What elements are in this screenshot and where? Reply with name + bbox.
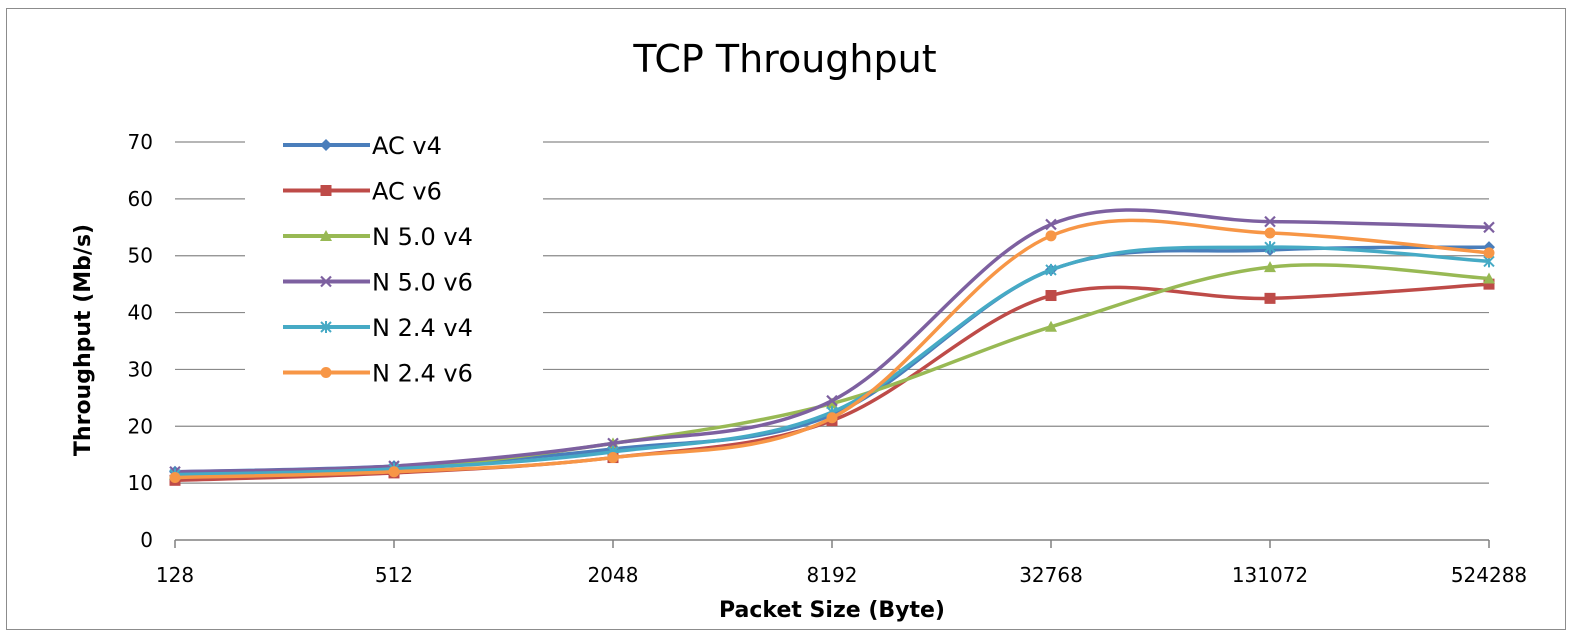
y-tick-label: 20 [128,414,153,438]
y-tick-label: 50 [128,244,153,268]
legend-label: N 5.0 v6 [372,269,473,297]
x-tick-labels: 128 512 2048 8192 32768 131072 524288 [156,540,1527,587]
y-tick-label: 40 [128,301,153,325]
legend-label: AC v6 [372,178,442,206]
data-point [1264,215,1276,228]
legend-marker [320,185,332,196]
data-point [1264,261,1276,273]
data-point [1483,272,1495,284]
y-tick-label: 10 [128,471,153,495]
data-point [826,412,838,424]
data-point [1483,221,1495,234]
legend-background [245,120,543,386]
legend-label: N 2.4 v6 [372,360,473,388]
legend-marker [320,230,332,241]
data-point [1264,292,1276,304]
y-tick-label: 30 [128,357,153,381]
x-tick-label: 512 [375,563,413,587]
legend-label: N 5.0 v4 [372,223,473,251]
legend-item: N 2.4 v4 [283,314,473,342]
legend-marker [320,321,332,333]
data-point [607,452,619,464]
x-axis-label: Packet Size (Byte) [719,598,945,623]
series-group [169,208,1495,486]
x-tick-label: 524288 [1451,563,1527,587]
data-point [1045,218,1057,231]
data-point [1045,290,1057,302]
legend-marker [320,367,332,378]
legend-item: N 2.4 v6 [283,360,473,388]
data-point [1483,278,1495,290]
legend-marker [320,275,332,288]
y-tick-labels: 0 10 20 30 40 50 60 70 [128,130,153,552]
data-point [607,437,619,450]
y-axis-label: Throughput (Mb/s) [71,224,96,456]
legend: AC v4 AC v6 N 5.0 v4 N 5.0 v6 N 2.4 v4 N 2.4 … [245,120,543,388]
x-tick-label: 128 [156,563,194,587]
series-n-2-4-v6 [169,218,1495,483]
data-point [1264,227,1276,239]
y-tick-label: 70 [128,130,153,154]
legend-item: N 5.0 v6 [283,269,473,297]
x-tick-label: 32768 [1019,563,1083,587]
x-tick-label: 8192 [807,563,858,587]
data-point [169,471,181,483]
legend-item: AC v6 [283,178,442,206]
legend-item: AC v4 [283,132,442,160]
y-tick-label: 60 [128,187,153,211]
y-tick-label: 0 [140,528,153,552]
legend-label: N 2.4 v4 [372,314,473,342]
data-point [1483,247,1495,259]
legend-label: AC v4 [372,132,442,160]
data-point [1264,241,1276,254]
data-point [1045,320,1057,332]
data-point [388,466,400,478]
data-point [826,394,838,407]
chart-title: TCP Throughput [632,37,936,81]
x-tick-label: 2048 [588,563,639,587]
data-point [1045,230,1057,242]
data-point [1045,263,1057,276]
x-tick-label: 131072 [1232,563,1308,587]
legend-item: N 5.0 v4 [283,223,473,251]
legend-marker [320,139,332,151]
data-point [826,397,838,409]
